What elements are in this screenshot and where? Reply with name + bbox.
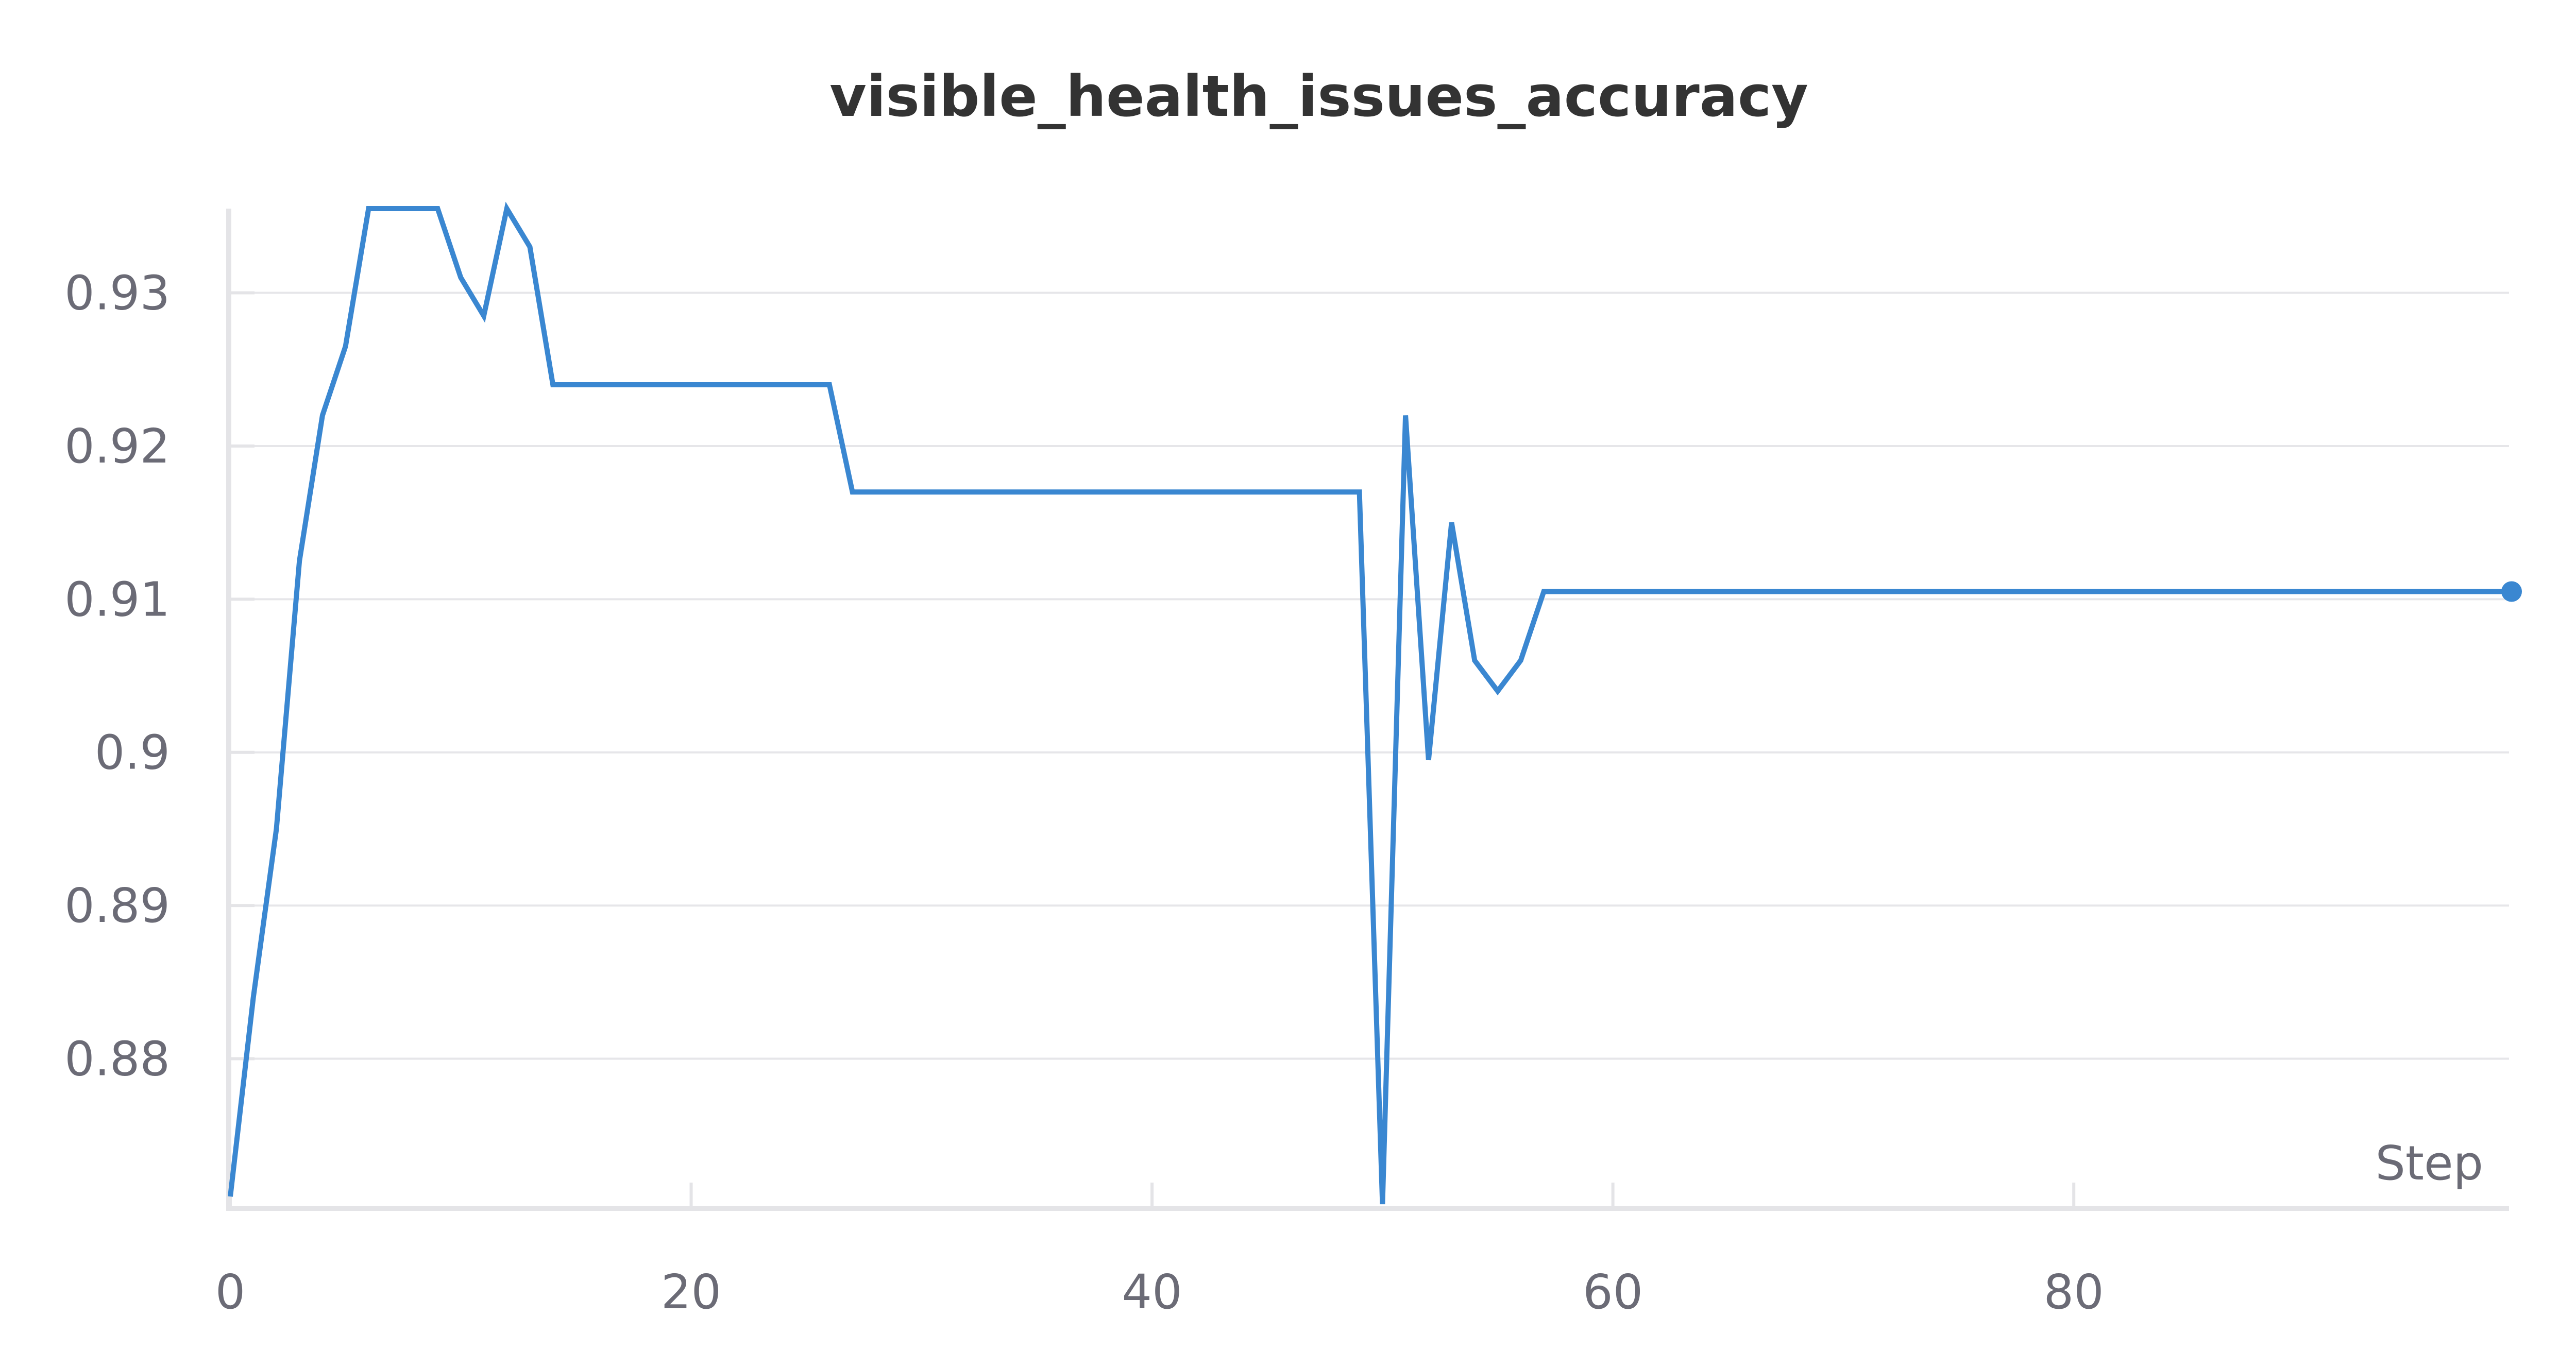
series-layer xyxy=(228,201,2522,1205)
y-tick-label: 0.9 xyxy=(95,725,170,780)
x-tick-label: 80 xyxy=(2044,1264,2104,1320)
x-tick-label: 40 xyxy=(1122,1264,1182,1320)
y-tick-label: 0.93 xyxy=(64,266,170,321)
chart-title: visible_health_issues_accuracy xyxy=(829,63,1808,129)
x-tick-label: 20 xyxy=(661,1264,721,1320)
series-end-point xyxy=(2501,581,2522,602)
x-tick-label: 60 xyxy=(1583,1264,1643,1320)
y-tick-label: 0.88 xyxy=(64,1031,170,1086)
y-tick-labels: 0.88 0.89 0.9 0.91 0.92 0.93 xyxy=(64,266,170,1087)
y-tick-label: 0.89 xyxy=(64,878,170,933)
x-axis-title: Step xyxy=(2376,1136,2483,1191)
y-tick-label: 0.92 xyxy=(64,419,170,474)
y-tick-label: 0.91 xyxy=(64,572,170,627)
series-line xyxy=(228,201,2512,1205)
x-tick-label: 0 xyxy=(215,1264,246,1320)
axes xyxy=(226,209,2509,1211)
x-ticks: 0 20 40 60 80 xyxy=(215,1183,2104,1320)
